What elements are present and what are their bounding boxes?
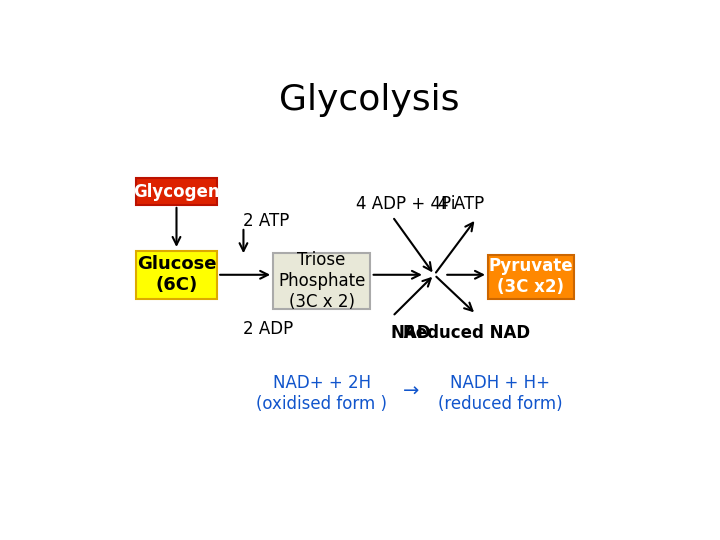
Text: 2 ATP: 2 ATP <box>243 212 290 230</box>
Text: Pyruvate
(3C x2): Pyruvate (3C x2) <box>488 258 573 296</box>
FancyBboxPatch shape <box>136 178 217 205</box>
Text: Glycolysis: Glycolysis <box>279 83 459 117</box>
Text: Reduced NAD: Reduced NAD <box>403 324 530 342</box>
FancyBboxPatch shape <box>487 255 574 299</box>
Text: 2 ADP: 2 ADP <box>243 320 294 338</box>
Text: Glucose
(6C): Glucose (6C) <box>137 255 216 294</box>
Text: NADH + H+
(reduced form): NADH + H+ (reduced form) <box>438 374 562 413</box>
Text: Glycogen: Glycogen <box>133 183 220 201</box>
Text: 4 ADP + 4Pi: 4 ADP + 4Pi <box>356 195 455 213</box>
Text: →: → <box>402 382 419 401</box>
Text: 4 ATP: 4 ATP <box>438 195 484 213</box>
FancyBboxPatch shape <box>273 253 370 309</box>
FancyBboxPatch shape <box>136 251 217 299</box>
Text: Triose
Phosphate
(3C x 2): Triose Phosphate (3C x 2) <box>278 251 365 311</box>
Text: NAD: NAD <box>390 324 431 342</box>
Text: NAD+ + 2H
(oxidised form ): NAD+ + 2H (oxidised form ) <box>256 374 387 413</box>
